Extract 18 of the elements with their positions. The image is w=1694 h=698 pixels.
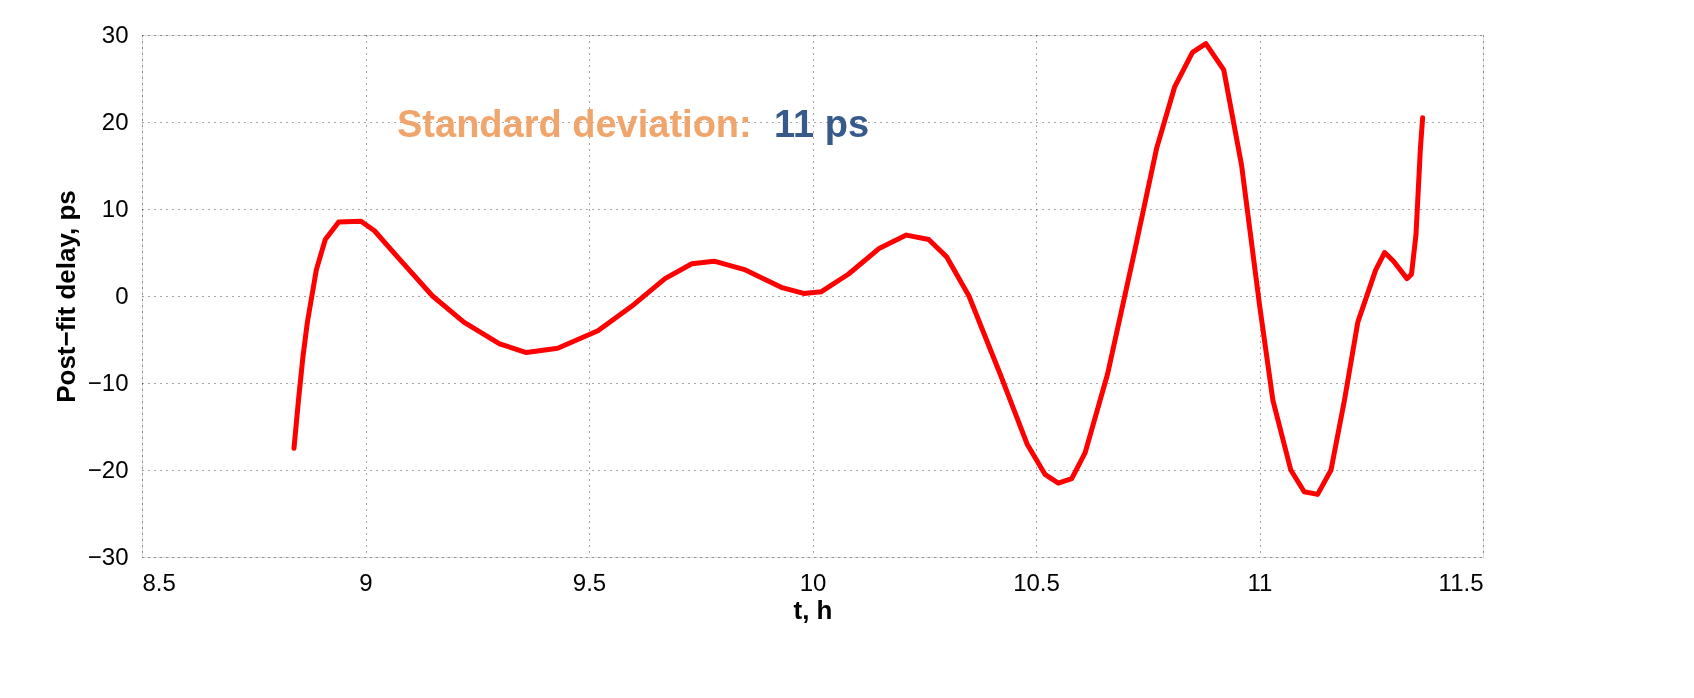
x-tick-label: 9 — [359, 568, 373, 596]
x-axis-title: t, h — [793, 594, 833, 625]
y-tick-label: 0 — [115, 281, 129, 309]
y-tick-label: −10 — [87, 368, 129, 396]
x-tick-label: 9.5 — [572, 568, 607, 596]
x-tick-label: 10.5 — [1013, 568, 1060, 596]
x-tick-label: 11.5 — [1438, 568, 1484, 596]
x-tick-label: 11 — [1247, 568, 1273, 596]
annotation: 11 ps — [774, 103, 870, 145]
y-axis-title: Post−fit delay, ps — [50, 190, 81, 403]
y-tick-label: 10 — [101, 194, 129, 222]
x-tick-label: 10 — [799, 568, 827, 596]
annotation: Standard deviation: — [397, 103, 752, 145]
y-tick-label: 30 — [101, 20, 129, 48]
y-tick-label: 20 — [101, 107, 129, 135]
y-tick-label: −20 — [87, 455, 129, 483]
x-tick-label: 8.5 — [142, 568, 176, 596]
y-tick-label: −30 — [87, 542, 129, 570]
